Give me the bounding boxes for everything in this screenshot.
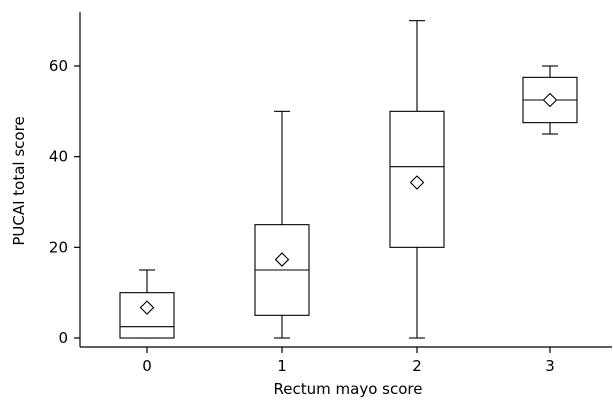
box-group-0 [119, 269, 175, 339]
x-tick-label: 1 [277, 357, 287, 375]
box-group-2 [389, 20, 445, 339]
x-tick-label: 2 [412, 357, 422, 375]
x-axis-title: Rectum mayo score [274, 380, 423, 398]
y-tick-label: 40 [49, 148, 68, 166]
x-tick-label: 0 [142, 357, 152, 375]
box-group-1 [254, 110, 310, 339]
y-axis-title: PUCAI total score [10, 116, 28, 245]
y-ticks: 0 20 40 60 [49, 57, 80, 347]
mean-marker [542, 92, 558, 108]
boxes [119, 20, 578, 339]
mean-marker [409, 175, 425, 190]
y-tick-label: 20 [49, 238, 68, 256]
y-tick-label: 60 [49, 57, 68, 75]
x-tick-label: 3 [545, 357, 555, 375]
axes [79, 12, 612, 348]
x-ticks: 0 1 2 3 [142, 347, 555, 375]
mean-marker [139, 300, 155, 315]
iqr-box [389, 110, 445, 248]
y-tick-label: 0 [58, 329, 68, 347]
box-group-3 [522, 65, 578, 135]
iqr-box [119, 292, 175, 339]
mean-marker [274, 252, 290, 267]
